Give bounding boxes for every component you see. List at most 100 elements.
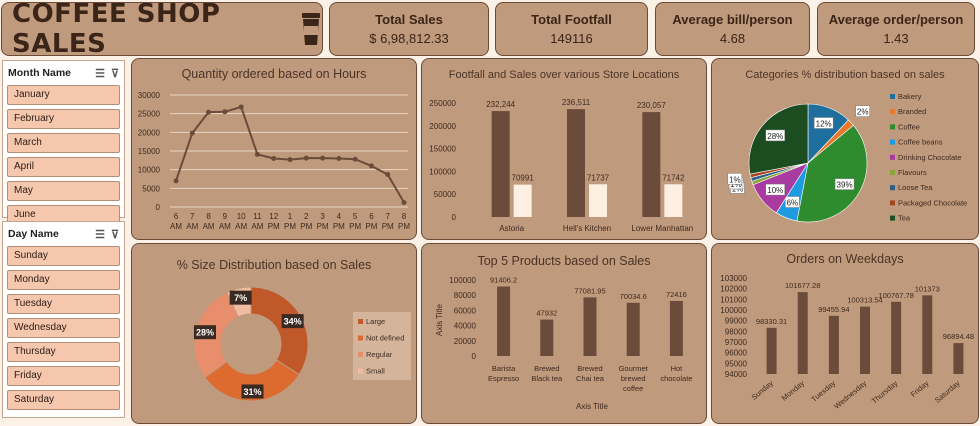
y-tick-label: 95000 bbox=[725, 359, 748, 368]
y-tick-label: 103000 bbox=[720, 274, 747, 283]
x-tick-label: PM bbox=[300, 222, 312, 231]
slicer-item-monday[interactable]: Monday bbox=[7, 270, 120, 290]
slicer-item-april[interactable]: April bbox=[7, 157, 120, 177]
y-tick-label: 100000 bbox=[720, 306, 747, 315]
x-tick-label: 8 bbox=[206, 212, 211, 221]
x-axis-title: Axis Title bbox=[576, 402, 609, 411]
bar bbox=[828, 315, 839, 374]
slicer-item-march[interactable]: March bbox=[7, 133, 120, 153]
bar bbox=[583, 297, 597, 356]
slicer-item-sunday[interactable]: Sunday bbox=[7, 246, 120, 266]
kpi-label: Total Sales bbox=[375, 12, 443, 27]
clear-filter-icon[interactable]: ⊽ bbox=[110, 67, 119, 80]
products-chart-card: Top 5 Products based on Sales 0 20000 4000… bbox=[421, 243, 707, 424]
data-label-box bbox=[813, 117, 834, 129]
x-tick-label: 1 bbox=[288, 212, 293, 221]
x-tick-label: 7 bbox=[190, 212, 195, 221]
y-tick-label: 5000 bbox=[142, 184, 160, 193]
x-tick-label: PM bbox=[365, 222, 377, 231]
bar bbox=[626, 302, 640, 356]
month-slicer: Month Name ☰ ⊽ January February March April… bbox=[2, 60, 125, 225]
bar bbox=[513, 184, 532, 217]
data-label: 236,511 bbox=[562, 98, 591, 107]
y-tick-label: 100000 bbox=[429, 167, 456, 176]
coffee-cup-icon bbox=[300, 12, 322, 46]
kpi-total-sales: Total Sales $ 6,98,812.33 bbox=[329, 2, 489, 56]
sizes-chart-title: % Size Distribution based on Sales bbox=[176, 258, 372, 272]
legend-swatch bbox=[358, 335, 363, 341]
x-tick-label: 8 bbox=[402, 212, 407, 221]
y-tick-label: 94000 bbox=[725, 370, 748, 379]
y-tick-label: 150000 bbox=[429, 145, 456, 154]
x-tick-label: brewed bbox=[621, 374, 646, 383]
data-label: 28% bbox=[196, 328, 214, 338]
sizes-donut-chart: 34% 31% 28% 7% Large Not defined Regular Small bbox=[193, 286, 411, 402]
x-tick-label: PM bbox=[268, 222, 280, 231]
x-tick-label: PM bbox=[284, 222, 296, 231]
legend-label: Large bbox=[366, 317, 385, 326]
slicer-item-thursday[interactable]: Thursday bbox=[7, 342, 120, 362]
slicer-item-tuesday[interactable]: Tuesday bbox=[7, 294, 120, 314]
data-label: 39% bbox=[837, 181, 853, 190]
legend-swatch bbox=[890, 124, 895, 130]
legend-label: Coffee beans bbox=[898, 138, 943, 147]
x-tick-label: 10 bbox=[237, 212, 246, 221]
y-tick-label: 96000 bbox=[725, 349, 748, 358]
bar bbox=[642, 112, 661, 217]
data-label-box bbox=[855, 105, 870, 117]
data-label: 232,244 bbox=[486, 100, 515, 109]
kpi-label: Average order/person bbox=[828, 12, 964, 27]
weekdays-chart-title: Orders on Weekdays bbox=[786, 252, 904, 266]
slicer-item-saturday[interactable]: Saturday bbox=[7, 390, 120, 410]
locations-chart-card: Footfall and Sales over various Store Lo… bbox=[421, 58, 707, 240]
bar bbox=[497, 286, 511, 356]
x-tick-label: 7 bbox=[385, 212, 390, 221]
data-point bbox=[254, 151, 260, 157]
data-label: 70034.6 bbox=[620, 292, 647, 301]
multi-select-icon[interactable]: ☰ bbox=[95, 67, 105, 80]
x-tick-label: AM bbox=[235, 222, 247, 231]
data-point bbox=[336, 155, 342, 161]
kpi-value: 1.43 bbox=[883, 31, 909, 46]
clear-filter-icon[interactable]: ⊽ bbox=[110, 228, 119, 241]
x-tick-label: Wednesday bbox=[832, 378, 868, 410]
data-label: 7% bbox=[234, 293, 247, 303]
x-tick-label: Tuesday bbox=[810, 378, 838, 403]
x-tick-label: 5 bbox=[353, 212, 358, 221]
kpi-label: Average bill/person bbox=[672, 12, 793, 27]
x-tick-label: PM bbox=[333, 222, 345, 231]
hours-line-chart: 0500010000150002000025000300006AM7AM8AM9… bbox=[138, 91, 411, 231]
x-tick-label: AM bbox=[186, 222, 198, 231]
data-point bbox=[303, 155, 309, 161]
slicer-item-february[interactable]: February bbox=[7, 109, 120, 129]
dashboard-title: COFFEE SHOP SALES bbox=[12, 0, 221, 59]
legend-swatch bbox=[890, 139, 895, 145]
x-tick-label: 9 bbox=[223, 212, 228, 221]
y-tick-label: 20000 bbox=[454, 337, 477, 346]
slicer-item-wednesday[interactable]: Wednesday bbox=[7, 318, 120, 338]
month-slicer-header: Month Name ☰ ⊽ bbox=[3, 61, 124, 85]
x-tick-label: Chai tea bbox=[576, 374, 605, 383]
slicer-item-may[interactable]: May bbox=[7, 181, 120, 201]
data-label: 230,057 bbox=[637, 101, 666, 110]
x-tick-label: Saturday bbox=[933, 378, 962, 404]
data-point bbox=[352, 156, 358, 162]
y-tick-label: 250000 bbox=[429, 99, 456, 108]
slicer-item-january[interactable]: January bbox=[7, 85, 120, 105]
data-label: 70991 bbox=[512, 174, 535, 183]
x-tick-label: 2 bbox=[304, 212, 309, 221]
x-tick-label: Black tea bbox=[531, 374, 563, 383]
day-slicer-title: Day Name bbox=[8, 228, 59, 240]
data-label-box bbox=[765, 183, 786, 196]
legend-swatch bbox=[890, 170, 895, 175]
bar bbox=[922, 295, 933, 374]
bar bbox=[664, 184, 683, 217]
slicer-item-friday[interactable]: Friday bbox=[7, 366, 120, 386]
legend-swatch bbox=[890, 94, 895, 99]
x-tick-label: Astoria bbox=[499, 224, 524, 233]
sizes-chart-card: % Size Distribution based on Sales 34% 31… bbox=[131, 243, 417, 424]
multi-select-icon[interactable]: ☰ bbox=[95, 228, 105, 241]
y-tick-label: 101000 bbox=[720, 295, 747, 304]
y-tick-label: 10000 bbox=[138, 166, 161, 175]
donut-slice bbox=[204, 359, 300, 402]
